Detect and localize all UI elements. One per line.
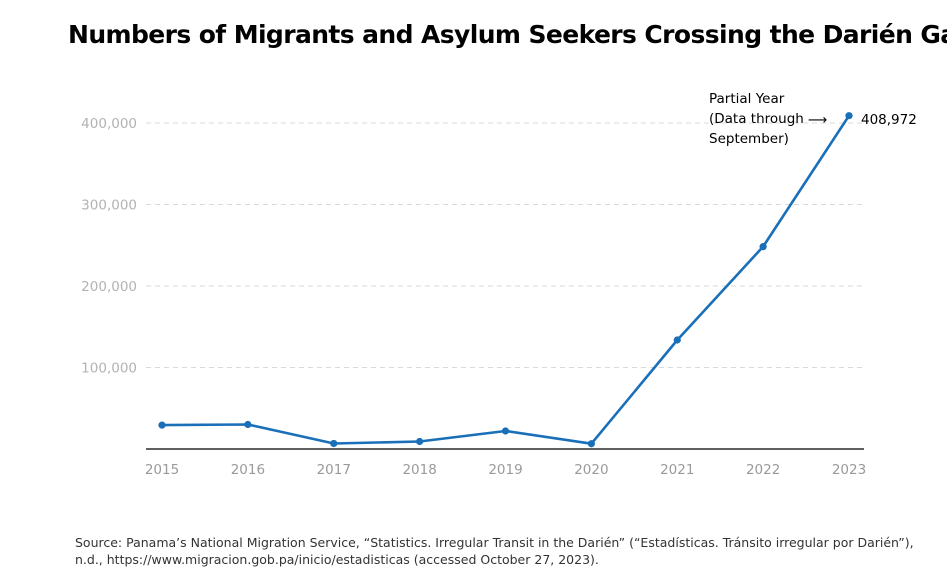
x-tick-label-2019: 2019	[488, 462, 522, 478]
y-tick-label: 400,000	[81, 116, 137, 132]
x-tick-label-2020: 2020	[574, 462, 608, 478]
data-point-2017	[330, 439, 338, 448]
series-layer	[158, 112, 853, 448]
y-tick-label: 200,000	[81, 279, 137, 295]
annotation-arrow: ⟶	[808, 112, 827, 128]
x-tick-label-2017: 2017	[317, 462, 351, 478]
y-tick-label: 100,000	[81, 361, 137, 377]
data-point-2020	[587, 440, 595, 448]
data-point-2016	[244, 420, 252, 429]
gridlines	[146, 122, 864, 368]
x-tick-label-2018: 2018	[402, 462, 436, 478]
x-axis-tick-labels: 2015 2016 2017 2018 2019 2020 2021 2022 2023	[145, 462, 866, 478]
x-tick-label-2023: 2023	[832, 462, 866, 478]
partial-year-annotation: Partial Year (Data through September) ⟶ …	[709, 91, 917, 147]
annotation-line-1: Partial Year	[709, 91, 785, 107]
data-point-2018	[416, 437, 424, 446]
chart-title: Numbers of Migrants and Asylum Seekers C…	[68, 20, 947, 49]
series-line	[160, 114, 851, 446]
annotation-line-3: September)	[709, 131, 789, 147]
x-tick-label-2022: 2022	[746, 462, 780, 478]
data-label-2023: 408,972	[861, 112, 917, 128]
data-point-2023	[845, 112, 853, 120]
data-point-2021	[673, 336, 681, 344]
x-tick-label-2016: 2016	[231, 462, 265, 478]
y-tick-label: 300,000	[81, 198, 137, 214]
data-point-2019	[501, 427, 510, 435]
y-axis-tick-labels: 100,000 200,000 300,000 400,000	[81, 116, 137, 377]
data-point-2022	[759, 243, 767, 251]
x-tick-label-2021: 2021	[660, 462, 694, 478]
x-tick-label-2015: 2015	[145, 462, 179, 478]
data-point-2015	[158, 421, 166, 429]
annotation-line-2: (Data through	[709, 111, 804, 127]
source-note: Source: Panama’s National Migration Serv…	[75, 535, 914, 567]
